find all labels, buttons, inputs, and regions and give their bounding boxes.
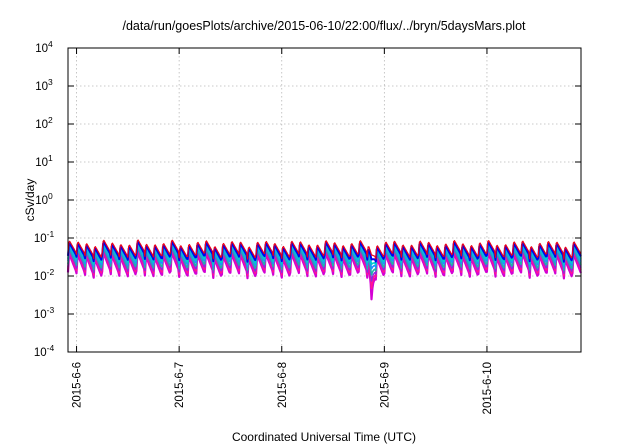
x-tick-label: 2015-6-9 — [379, 362, 391, 408]
series-line — [67, 249, 582, 282]
x-tick-label: 2015-6-8 — [277, 362, 289, 408]
y-tick-label: 100 — [35, 191, 53, 207]
y-tick-label: 10-2 — [34, 267, 55, 283]
y-tick-label: 101 — [35, 153, 53, 169]
series-line — [67, 239, 582, 260]
x-tick-label: 2015-6-10 — [482, 362, 494, 414]
y-tick-label: 102 — [35, 115, 53, 131]
x-tick-label: 2015-6-7 — [174, 362, 186, 408]
y-tick-labels: 10-4 10-3 10-2 10-1 100 101 102 103 104 — [34, 39, 55, 359]
x-tick-labels: 2015-6-6 2015-6-7 2015-6-8 2015-6-9 2015-6-1… — [72, 362, 494, 414]
series-group — [66, 239, 582, 301]
y-axis-label: cSv/day — [23, 179, 37, 222]
x-tick-label: 2015-6-6 — [72, 362, 84, 408]
series-line — [66, 252, 582, 301]
series-line — [67, 241, 582, 263]
ticks — [68, 47, 581, 353]
series-line — [67, 250, 582, 290]
y-tick-label: 10-4 — [34, 343, 55, 359]
chart-title: /data/run/goesPlots/archive/2015-06-10/2… — [122, 19, 526, 33]
y-tick-label: 104 — [35, 39, 53, 55]
y-tick-label: 10-1 — [34, 229, 55, 245]
y-tick-label: 10-3 — [34, 305, 55, 321]
y-tick-label: 103 — [35, 77, 53, 93]
series-line — [67, 247, 582, 276]
grid — [68, 48, 581, 352]
x-axis-label: Coordinated Universal Time (UTC) — [232, 430, 416, 444]
